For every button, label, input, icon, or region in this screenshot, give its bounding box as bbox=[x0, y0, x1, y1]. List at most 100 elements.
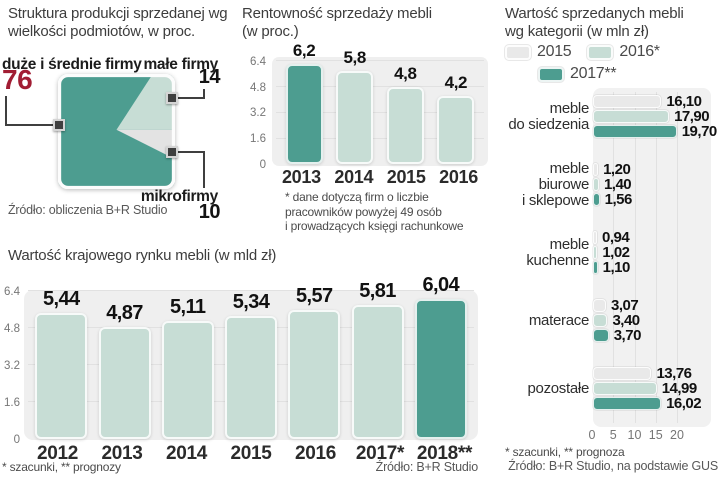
y-axis-tick-label: 1.6 bbox=[250, 133, 266, 146]
bar bbox=[593, 382, 657, 395]
small-firms-value: 14 bbox=[198, 66, 221, 88]
category-bar-stack: 1,20 1,40 1,56 bbox=[593, 161, 633, 208]
gridline bbox=[28, 289, 474, 291]
pie-slice-small bbox=[116, 74, 175, 130]
legend-item-2017: 2017** bbox=[538, 65, 617, 83]
bar bbox=[161, 320, 214, 439]
category-group: meble kuchenne 0,94 1,02 1,10 bbox=[505, 229, 720, 276]
bar-row: 19,70 bbox=[593, 123, 717, 140]
bar-row: 13,76 bbox=[593, 365, 701, 382]
categories-x-axis: 0 5 10 15 20 bbox=[505, 428, 720, 442]
y-axis-tick-label: 0 bbox=[259, 159, 266, 171]
x-axis-tick-label: 15 bbox=[648, 428, 663, 442]
bar-row: 1,10 bbox=[593, 259, 631, 276]
bar-value-label: 16,02 bbox=[666, 395, 702, 412]
gridline bbox=[677, 92, 678, 423]
bar-value-label: 5,81 bbox=[359, 279, 396, 302]
x-axis-tick-label: 5 bbox=[609, 428, 617, 442]
bar bbox=[35, 313, 88, 439]
legend-label-2015: 2015 bbox=[537, 43, 572, 60]
legend-swatch-2016 bbox=[587, 44, 614, 60]
edge-marker-large bbox=[53, 119, 65, 131]
bar-value-label: 3,40 bbox=[612, 312, 640, 329]
bar-value-label: 1,56 bbox=[604, 191, 633, 208]
profitability-bars: 6,2 5,8 4,8 4,2 bbox=[272, 40, 488, 164]
category-label: materace bbox=[528, 311, 589, 329]
x-axis-label: 2013 bbox=[101, 443, 143, 464]
bar-value-label: 1,40 bbox=[603, 176, 632, 193]
legend-label-2017: 2017** bbox=[570, 65, 617, 82]
bar-row: 1,02 bbox=[593, 244, 630, 261]
bar-column: 5,44 bbox=[35, 288, 88, 439]
square-pie-svg bbox=[58, 74, 175, 189]
bar-value-label: 14,99 bbox=[661, 380, 698, 397]
bar-value-label: 5,11 bbox=[170, 295, 206, 318]
gridline bbox=[276, 137, 484, 139]
x-axis-label: 2015 bbox=[386, 167, 426, 187]
connector-line bbox=[5, 96, 7, 126]
profitability-y-axis: 6.4 4.8 3.2 1.6 0 bbox=[240, 44, 266, 171]
bar-row: 16,10 bbox=[593, 93, 717, 110]
y-axis-tick-label: 6.4 bbox=[4, 286, 20, 299]
categories-bars: meble do siedzenia 16,10 17,90 19,70 meble b… bbox=[505, 88, 720, 427]
bar-row: 14,99 bbox=[593, 380, 701, 397]
legend-swatch-2015 bbox=[505, 44, 531, 60]
bar-value-label: 4,8 bbox=[394, 63, 417, 83]
y-axis-tick-label: 0 bbox=[13, 434, 20, 446]
edge-marker-micro bbox=[166, 146, 178, 158]
micro-firms-value: 10 bbox=[198, 201, 221, 223]
structure-chart-title: Struktura produkcji sprzedanej wg wielko… bbox=[8, 5, 228, 40]
bar-row: 17,90 bbox=[593, 108, 717, 125]
bar bbox=[593, 299, 607, 312]
bar bbox=[386, 86, 424, 164]
bar-value-label: 4,87 bbox=[106, 301, 143, 324]
category-bar-stack: 13,76 14,99 16,02 bbox=[593, 365, 702, 412]
pie-border bbox=[58, 74, 175, 189]
x-axis-tick-label: 0 bbox=[588, 428, 596, 442]
bar-value-label: 1,02 bbox=[602, 244, 630, 261]
category-label: pozostałe bbox=[527, 379, 589, 397]
x-axis-label: 2014 bbox=[334, 167, 374, 187]
bar-column: 4,8 bbox=[386, 63, 424, 164]
bar bbox=[593, 397, 662, 410]
pie-slice-micro bbox=[116, 129, 175, 160]
market-source: Źródło: B+R Studio bbox=[375, 460, 479, 474]
bar-value-label: 5,34 bbox=[232, 290, 270, 313]
connector-line bbox=[203, 151, 205, 188]
bar-value-label: 5,44 bbox=[42, 288, 80, 311]
categories-chart-title: Wartość sprzedanych mebli wg kategorii (… bbox=[505, 5, 684, 40]
categories-footnote: * szacunki, ** prognoza bbox=[505, 445, 625, 459]
legend-row-2: 2017** bbox=[538, 65, 632, 83]
market-chart-title: Wartość krajowego rynku mebli (w mld zł) bbox=[8, 247, 277, 264]
bar bbox=[593, 231, 597, 244]
bar bbox=[593, 95, 662, 108]
bar-row: 16,02 bbox=[593, 395, 702, 412]
x-axis-tick-label: 20 bbox=[670, 428, 684, 442]
y-axis-tick-label: 4.8 bbox=[250, 81, 266, 94]
bar-value-label: 0,94 bbox=[602, 229, 630, 246]
micro-firms-label: mikrofirmy bbox=[140, 188, 218, 205]
bar bbox=[593, 329, 609, 342]
connector-line bbox=[177, 151, 205, 153]
market-x-axis: 2012 2013 2014 2015 2016 2017* 2018** bbox=[24, 443, 478, 465]
bar bbox=[225, 315, 277, 439]
bar bbox=[593, 261, 598, 274]
bar-column: 5,57 bbox=[288, 285, 341, 439]
bar-value-label: 4,2 bbox=[444, 73, 468, 93]
category-group: materace 3,07 3,40 3,70 bbox=[505, 297, 720, 344]
bar-value-label: 17,90 bbox=[674, 108, 710, 125]
bar bbox=[593, 367, 652, 380]
market-footnote: * szacunki, ** prognozy bbox=[2, 460, 121, 474]
bar-column: 5,11 bbox=[161, 295, 214, 439]
bar bbox=[351, 304, 404, 439]
bar-value-label: 5,57 bbox=[295, 285, 333, 308]
connector-line bbox=[177, 97, 205, 99]
categories-source: Źródło: B+R Studio, na podstawie GUS bbox=[508, 459, 718, 473]
bar-value-label: 3,07 bbox=[611, 297, 639, 314]
bar-row: 3,07 bbox=[593, 297, 641, 314]
bar-value-label: 1,10 bbox=[602, 259, 631, 276]
category-bar-stack: 3,07 3,40 3,70 bbox=[593, 297, 641, 344]
bar-column: 4,87 bbox=[98, 301, 151, 439]
category-group: meble do siedzenia 16,10 17,90 19,70 bbox=[505, 93, 720, 140]
